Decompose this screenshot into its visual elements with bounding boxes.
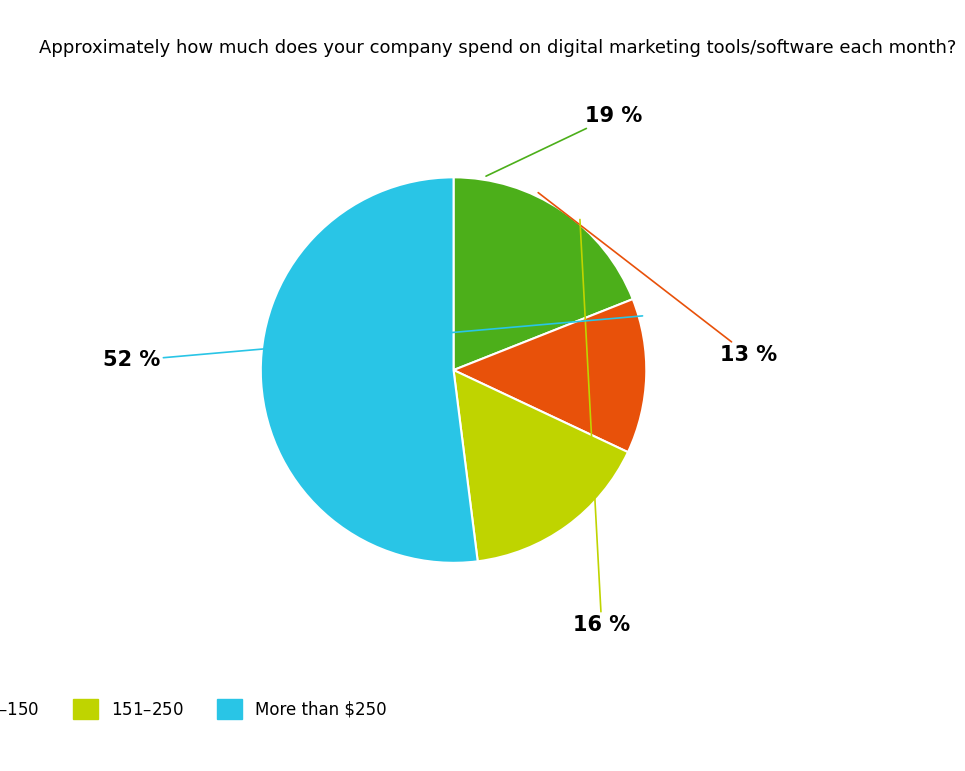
Legend: $0–$50, $51–$150, $151–$250, More than $250: $0–$50, $51–$150, $151–$250, More than $…	[0, 699, 387, 719]
Wedge shape	[261, 177, 478, 563]
Text: 13 %: 13 %	[538, 193, 777, 365]
Wedge shape	[454, 370, 628, 561]
Wedge shape	[454, 177, 633, 370]
Text: 19 %: 19 %	[486, 106, 642, 176]
Text: 52 %: 52 %	[103, 316, 643, 370]
Text: Approximately how much does your company spend on digital marketing tools/softwa: Approximately how much does your company…	[39, 39, 956, 56]
Wedge shape	[454, 299, 647, 452]
Text: 16 %: 16 %	[573, 220, 630, 635]
